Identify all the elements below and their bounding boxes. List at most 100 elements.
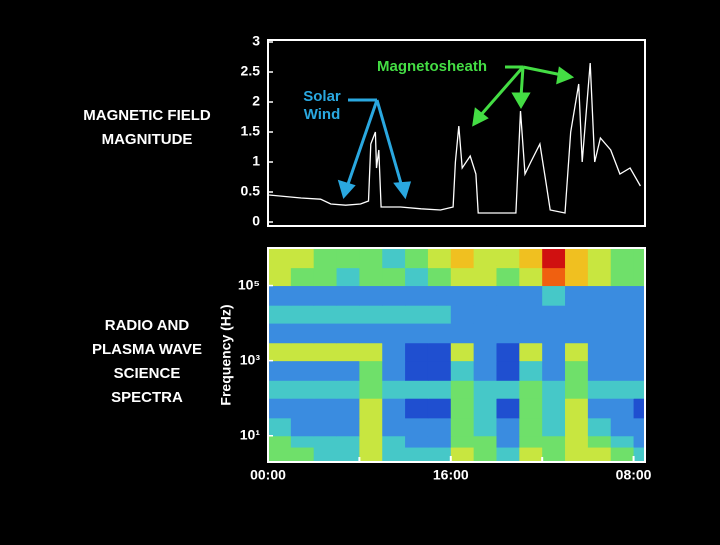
spectrogram-cell (268, 267, 292, 287)
spectrogram-cell (382, 342, 406, 362)
spectrogram-cell (290, 305, 315, 324)
spectrogram-cell (633, 447, 646, 463)
spectrogram-cell (633, 417, 646, 437)
spectrogram-cell (519, 447, 543, 463)
spectrogram-cell (496, 398, 520, 419)
row-label: PLASMA WAVE (92, 341, 202, 358)
spectrogram-cell (268, 342, 292, 362)
spectrogram-cell (336, 447, 360, 463)
spectrogram-cell (519, 417, 543, 437)
spectrogram-cell (587, 285, 612, 306)
spectrogram-cell (496, 248, 520, 269)
spectrogram-cell (382, 417, 406, 437)
spectrogram-cell (382, 248, 406, 269)
spectrogram-cell (496, 360, 520, 381)
y-tick-label: 10³ (240, 351, 261, 367)
spectrogram-cell (473, 417, 497, 437)
spectrogram-cell (268, 380, 292, 399)
spectrogram-cell (565, 267, 589, 287)
spectrogram-cell (290, 248, 315, 269)
spectrogram-cell (290, 323, 315, 344)
arrow (519, 66, 525, 98)
spectrogram-cell (610, 360, 635, 381)
spectrogram-cell (450, 360, 475, 381)
spectrogram-cell (496, 447, 520, 463)
spectrogram-cell (610, 267, 635, 287)
spectrogram-cell (610, 305, 635, 324)
spectrogram-cell (587, 398, 612, 419)
spectrogram-cell (587, 380, 612, 399)
spectrogram-cell (336, 417, 360, 437)
spectrogram-cell (427, 342, 452, 362)
spectrogram-cell (633, 267, 646, 287)
spectrogram-cell (336, 398, 360, 419)
spectrogram-cell (473, 285, 497, 306)
spectrogram-cell (450, 380, 475, 399)
spectrogram-cell (519, 342, 543, 362)
spectrogram-cell (565, 435, 589, 448)
annotation: Solar (303, 88, 341, 105)
spectrogram-cell (496, 267, 520, 287)
spectrogram-cell (610, 380, 635, 399)
spectrogram-cell (382, 398, 406, 419)
spectrogram-cell (565, 360, 589, 381)
y-axis-label: Frequency (Hz) (218, 304, 234, 405)
spectrogram-cell (336, 360, 360, 381)
spectrogram-cell (610, 285, 635, 306)
spectrogram-cell (359, 447, 383, 463)
spectrogram-cell (290, 447, 315, 463)
spectrogram-cell (542, 417, 566, 437)
spectrogram-cell (313, 342, 338, 362)
spectrogram-cell (405, 435, 429, 448)
spectrogram-cell (473, 360, 497, 381)
x-tick-label: 00:00 (250, 467, 286, 483)
spectrogram-cell (542, 360, 566, 381)
spectrogram-cell (359, 417, 383, 437)
spectrogram-cell (496, 380, 520, 399)
spectrogram-cell (450, 342, 475, 362)
spectrogram-cell (496, 285, 520, 306)
spectrogram-cell (542, 447, 566, 463)
spectrogram-cell (610, 435, 635, 448)
spectrogram-cell (405, 380, 429, 399)
spectrogram-cell (336, 285, 360, 306)
spectrogram-cell (587, 248, 612, 269)
spectrogram-cell (542, 267, 566, 287)
spectrogram-cell (359, 248, 383, 269)
spectrogram-cell (565, 305, 589, 324)
spectrogram-cell (382, 305, 406, 324)
spectrogram-cell (610, 323, 635, 344)
spectrogram-cell (473, 267, 497, 287)
spectrogram-cell (519, 248, 543, 269)
spectrogram-cell (450, 417, 475, 437)
x-tick-label: 08:00 (616, 467, 652, 483)
spectrogram-cell (473, 380, 497, 399)
arrowhead (556, 66, 575, 85)
spectrogram-cell (405, 398, 429, 419)
spectrogram-cell (473, 398, 497, 419)
spectrogram-cell (565, 447, 589, 463)
spectrogram-cell (450, 285, 475, 306)
spectrogram-cell (519, 323, 543, 344)
spectrogram-cell (359, 380, 383, 399)
spectrogram-cell (336, 267, 360, 287)
spectrogram-cell (427, 323, 452, 344)
row-label: MAGNETIC FIELD (83, 107, 211, 124)
spectrogram-cell (519, 267, 543, 287)
spectrogram-cell (290, 398, 315, 419)
spectrogram-cell (427, 435, 452, 448)
spectrogram-cell (313, 323, 338, 344)
spectrogram-cell (382, 267, 406, 287)
spectrogram-cell (450, 267, 475, 287)
spectrogram-cell (359, 360, 383, 381)
spectrogram-cell (268, 447, 292, 463)
spectrogram-cell (587, 342, 612, 362)
spectrogram-cell (313, 267, 338, 287)
spectrogram-cell (359, 285, 383, 306)
spectrogram-cell (633, 435, 646, 448)
spectrogram-cell (290, 360, 315, 381)
spectrogram-cell (519, 305, 543, 324)
spectrogram-cell (565, 323, 589, 344)
spectrogram-cell (290, 267, 315, 287)
annotation-arrows (337, 65, 575, 200)
